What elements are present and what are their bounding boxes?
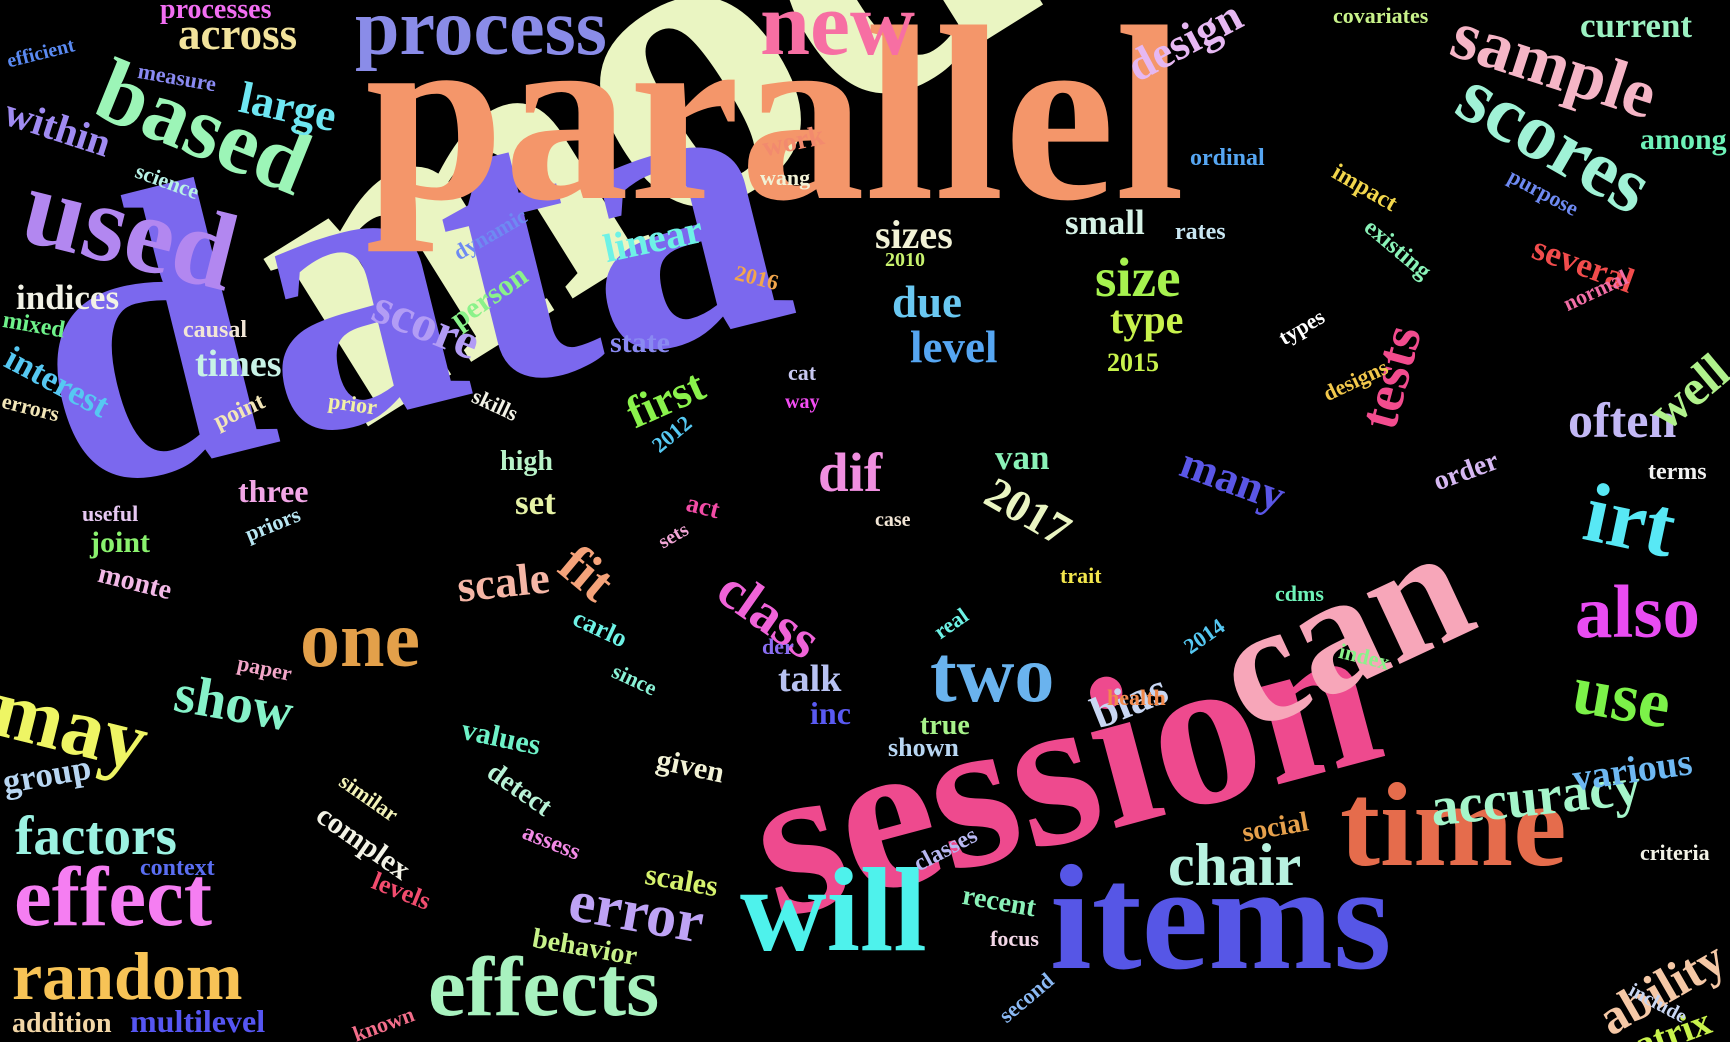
word-times: times: [195, 343, 282, 385]
word-current: current: [1580, 6, 1693, 45]
word-small: small: [1065, 203, 1145, 242]
word-way: way: [785, 391, 820, 413]
word-use: use: [1567, 651, 1677, 744]
word-three: three: [238, 473, 309, 509]
word-criteria: criteria: [1640, 840, 1710, 865]
word-inc: inc: [810, 695, 851, 731]
word-case: case: [875, 509, 911, 531]
word-multilevel: multilevel: [130, 1003, 266, 1039]
word-processes: processes: [160, 0, 272, 25]
word-set: set: [515, 483, 556, 522]
word-complex: complex: [310, 798, 417, 887]
word-two: two: [930, 631, 1055, 719]
word-values: values: [458, 713, 544, 762]
word-trait: trait: [1060, 563, 1102, 588]
word-state: state: [610, 326, 670, 359]
word-addition: addition: [12, 1008, 112, 1039]
word-joint: joint: [90, 526, 150, 559]
word-terms: terms: [1648, 459, 1707, 485]
word-2015: 2015: [1107, 348, 1159, 377]
word-across: across: [178, 9, 298, 59]
word-since: since: [608, 658, 661, 701]
word-dif: dif: [818, 442, 883, 503]
word-types: types: [1274, 303, 1329, 350]
word-ordinal: ordinal: [1190, 145, 1265, 171]
word-many: many: [1173, 437, 1293, 521]
word-indices: indices: [16, 278, 120, 317]
word-process: process: [355, 0, 607, 72]
word-rates: rates: [1175, 219, 1226, 245]
word-der: der: [762, 634, 794, 659]
word-effect: effect: [14, 850, 213, 944]
word-impact: impact: [1327, 159, 1402, 217]
word-sizes: sizes: [875, 212, 953, 257]
word-efficient: efficient: [4, 34, 77, 73]
word-fit: fit: [547, 532, 627, 613]
word-assess: assess: [518, 819, 585, 866]
word-random: random: [12, 938, 243, 1014]
word-causal: causal: [183, 317, 248, 343]
word-also: also: [1575, 571, 1701, 654]
word-parallel: parallel: [365, 0, 1185, 253]
word-covariates: covariates: [1333, 3, 1429, 28]
word-context: context: [140, 855, 215, 881]
word-type: type: [1110, 297, 1184, 342]
word-will: will: [740, 843, 927, 976]
word-monte: monte: [94, 558, 175, 607]
word-irt: irt: [1576, 465, 1684, 576]
word-factors: factors: [15, 805, 177, 866]
word-often: often: [1568, 392, 1677, 448]
word-new: new: [760, 0, 915, 74]
word-level: level: [910, 322, 998, 372]
word-focus: focus: [990, 926, 1039, 951]
word-scale: scale: [454, 552, 552, 612]
word-one: one: [300, 596, 420, 684]
word-act: act: [683, 488, 723, 525]
word-given: given: [653, 743, 728, 790]
word-size: size: [1095, 247, 1181, 308]
word-high: high: [500, 446, 553, 477]
word-second: second: [993, 967, 1059, 1028]
word-2010: 2010: [885, 249, 925, 271]
word-existing: existing: [1358, 214, 1436, 285]
word-2017: 2017: [976, 467, 1080, 556]
word-effects: effects: [428, 940, 660, 1034]
word-useful: useful: [82, 501, 139, 526]
word-cat: cat: [788, 360, 817, 385]
word-health: health: [1107, 685, 1166, 710]
word-shown: shown: [888, 733, 959, 762]
word-detect: detect: [481, 756, 558, 823]
word-levels: levels: [367, 866, 435, 916]
word-wang: wang: [760, 165, 811, 190]
word-among: among: [1640, 123, 1727, 156]
word-known: known: [349, 1001, 418, 1042]
word-true: true: [920, 710, 970, 741]
word-time: time: [1340, 758, 1567, 891]
word-talk: talk: [778, 658, 842, 700]
word-cdms: cdms: [1275, 581, 1324, 606]
word-various: various: [1569, 741, 1695, 800]
word-carlo: carlo: [568, 603, 632, 654]
word-sets: sets: [654, 518, 693, 554]
word-due: due: [892, 277, 963, 327]
word-chair: chair: [1168, 832, 1302, 898]
word-items: items: [1050, 835, 1392, 1001]
word-order: order: [1429, 445, 1503, 498]
word-van: van: [995, 438, 1050, 477]
